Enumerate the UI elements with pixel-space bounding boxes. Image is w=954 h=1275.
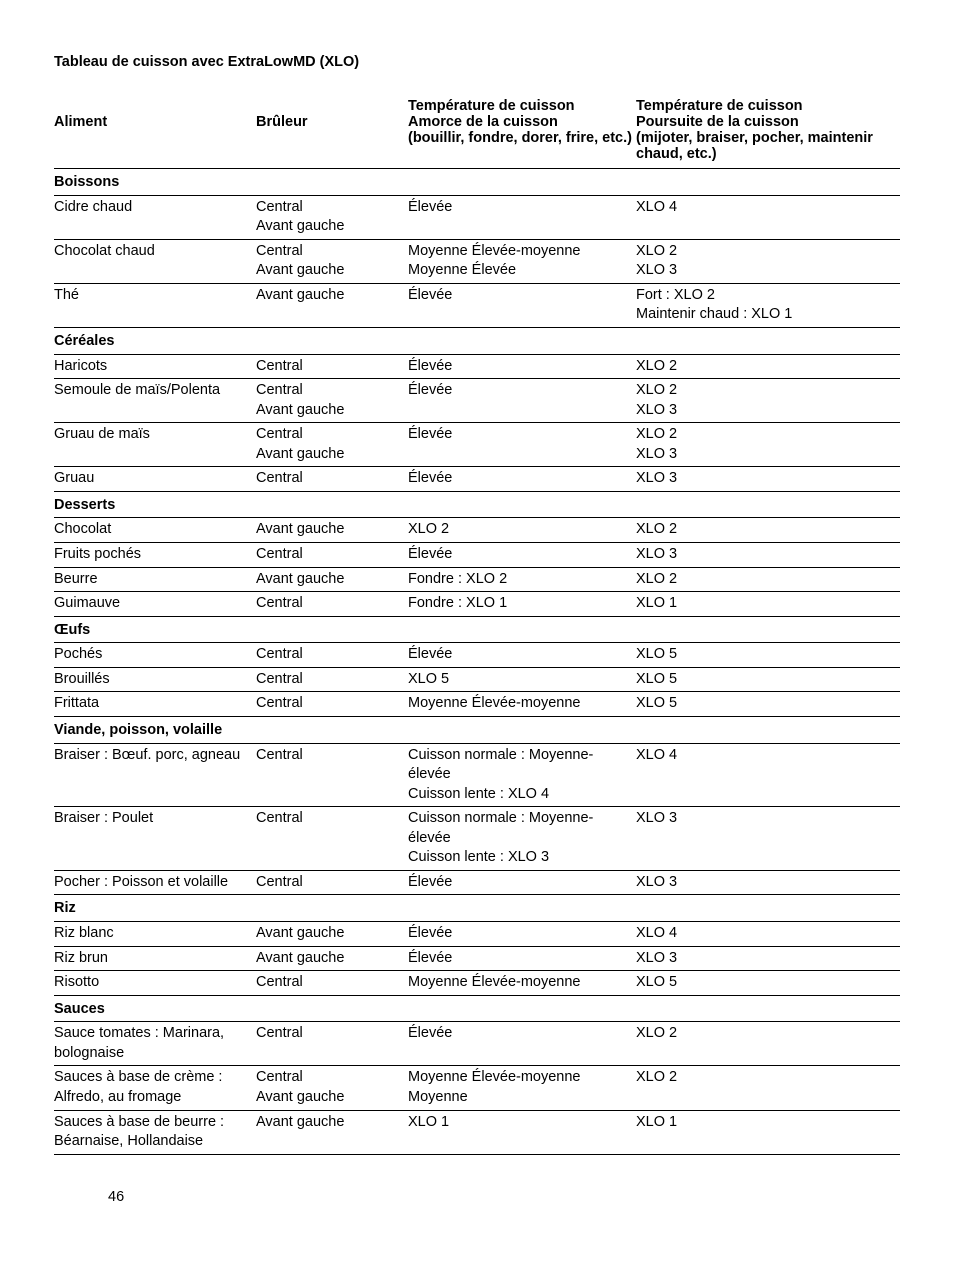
table-row: BeurreAvant gaucheFondre : XLO 2XLO 2 bbox=[54, 567, 900, 592]
section-boissons: Boissons bbox=[54, 169, 900, 196]
table-row: Braiser : Bœuf. porc, agneau Central Cui… bbox=[54, 743, 900, 807]
table-header-row: Aliment Brûleur Température de cuisson A… bbox=[54, 98, 900, 169]
table-row: Pocher : Poisson et volailleCentralÉlevé… bbox=[54, 870, 900, 895]
header-amorce: Température de cuisson Amorce de la cuis… bbox=[408, 98, 636, 169]
cooking-table: Aliment Brûleur Température de cuisson A… bbox=[54, 98, 900, 1155]
table-row: Fruits pochésCentralÉlevéeXLO 3 bbox=[54, 543, 900, 568]
table-row: Riz brunAvant gaucheÉlevéeXLO 3 bbox=[54, 946, 900, 971]
table-row: BrouillésCentralXLO 5XLO 5 bbox=[54, 667, 900, 692]
table-row: Sauce tomates : Marinara, bolognaiseCent… bbox=[54, 1022, 900, 1066]
table-row: RisottoCentralMoyenne Élevée-moyenneXLO … bbox=[54, 971, 900, 996]
table-row: Sauces à base de crème : Alfredo, au fro… bbox=[54, 1066, 900, 1110]
section-viande: Viande, poisson, volaille bbox=[54, 716, 900, 743]
header-poursuite: Température de cuisson Poursuite de la c… bbox=[636, 98, 900, 169]
table-row: GruauCentralÉlevéeXLO 3 bbox=[54, 467, 900, 492]
table-row: Cidre chaud CentralAvant gauche Élevée X… bbox=[54, 195, 900, 239]
section-oeufs: Œufs bbox=[54, 616, 900, 643]
table-row: Sauces à base de beurre : Béarnaise, Hol… bbox=[54, 1110, 900, 1154]
table-row: Chocolat chaud CentralAvant gauche Moyen… bbox=[54, 239, 900, 283]
table-row: Thé Avant gauche Élevée Fort : XLO 2Main… bbox=[54, 283, 900, 327]
table-row: GuimauveCentralFondre : XLO 1XLO 1 bbox=[54, 592, 900, 617]
section-riz: Riz bbox=[54, 895, 900, 922]
table-row: ChocolatAvant gaucheXLO 2XLO 2 bbox=[54, 518, 900, 543]
header-aliment: Aliment bbox=[54, 98, 256, 169]
table-row: HaricotsCentralÉlevéeXLO 2 bbox=[54, 354, 900, 379]
table-row: Semoule de maïs/Polenta CentralAvant gau… bbox=[54, 379, 900, 423]
table-row: Gruau de maïs CentralAvant gauche Élevée… bbox=[54, 423, 900, 467]
table-row: FrittataCentralMoyenne Élevée-moyenneXLO… bbox=[54, 692, 900, 717]
table-row: Braiser : Poulet Central Cuisson normale… bbox=[54, 807, 900, 871]
page-number: 46 bbox=[108, 1189, 124, 1205]
table-row: PochésCentralÉlevéeXLO 5 bbox=[54, 643, 900, 668]
section-sauces: Sauces bbox=[54, 995, 900, 1022]
section-desserts: Desserts bbox=[54, 491, 900, 518]
header-bruleur: Brûleur bbox=[256, 98, 408, 169]
section-cereales: Céréales bbox=[54, 327, 900, 354]
table-row: Riz blancAvant gaucheÉlevéeXLO 4 bbox=[54, 922, 900, 947]
table-title: Tableau de cuisson avec ExtraLowMD (XLO) bbox=[54, 54, 900, 70]
